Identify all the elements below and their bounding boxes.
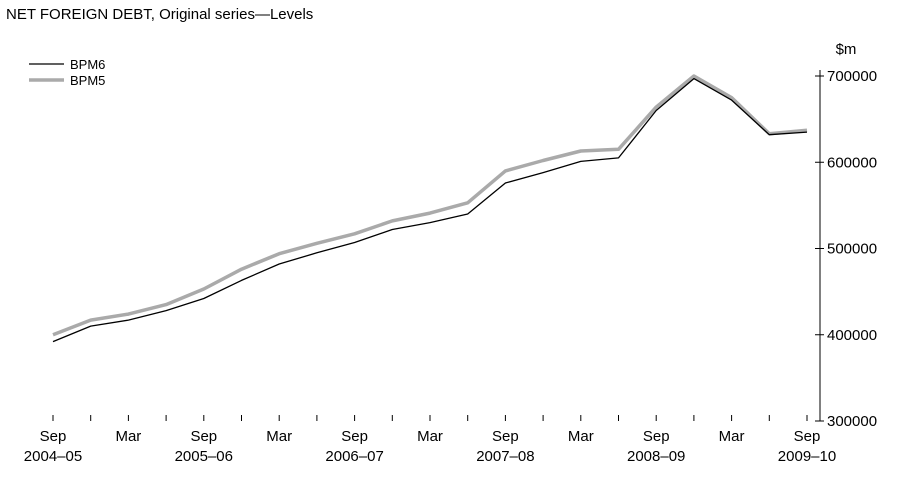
legend-label-bpm5: BPM5 (70, 73, 105, 88)
y-tick-label: 400000 (827, 327, 877, 344)
x-tick-label-month: Mar (719, 428, 745, 445)
x-tick-label-month: Sep (341, 428, 368, 445)
x-tick-label-month: Mar (266, 428, 292, 445)
x-tick-label-year: 2008–09 (627, 448, 685, 465)
x-tick-label-month: Mar (115, 428, 141, 445)
y-tick-label: 700000 (827, 68, 877, 85)
y-tick-label: 600000 (827, 154, 877, 171)
x-tick-label-month: Sep (794, 428, 821, 445)
x-tick-label-year: 2009–10 (778, 448, 836, 465)
x-tick-label-month: Sep (643, 428, 670, 445)
x-tick-label-month: Sep (190, 428, 217, 445)
x-tick-label-year: 2004–05 (24, 448, 82, 465)
x-tick-label-year: 2007–08 (476, 448, 534, 465)
chart-title: NET FOREIGN DEBT, Original series—Levels (6, 6, 314, 23)
x-tick-label-month: Mar (417, 428, 443, 445)
x-tick-label-year: 2006–07 (325, 448, 383, 465)
y-tick-label: 300000 (827, 413, 877, 430)
x-tick-label-year: 2005–06 (175, 448, 233, 465)
x-tick-label-month: Sep (492, 428, 519, 445)
y-axis-unit-label: $m (836, 41, 857, 58)
series-line-bpm6 (52, 77, 808, 343)
x-tick-label-month: Mar (568, 428, 594, 445)
series-line-bpm5 (52, 74, 808, 337)
y-tick-label: 500000 (827, 241, 877, 258)
x-tick-label-month: Sep (40, 428, 67, 445)
legend-label-bpm6: BPM6 (70, 57, 105, 72)
